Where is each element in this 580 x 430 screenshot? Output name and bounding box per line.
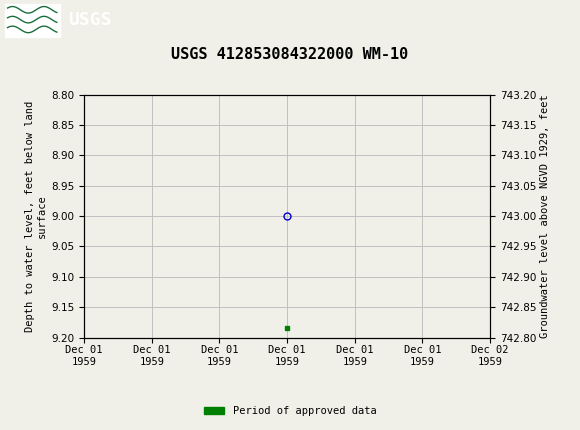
Text: USGS: USGS	[68, 11, 112, 29]
Bar	[5, 4, 60, 37]
Y-axis label: Groundwater level above NGVD 1929, feet: Groundwater level above NGVD 1929, feet	[541, 94, 550, 338]
Text: USGS 412853084322000 WM-10: USGS 412853084322000 WM-10	[171, 47, 409, 62]
Legend: Period of approved data: Period of approved data	[200, 402, 380, 421]
Y-axis label: Depth to water level, feet below land
surface: Depth to water level, feet below land su…	[26, 101, 47, 332]
